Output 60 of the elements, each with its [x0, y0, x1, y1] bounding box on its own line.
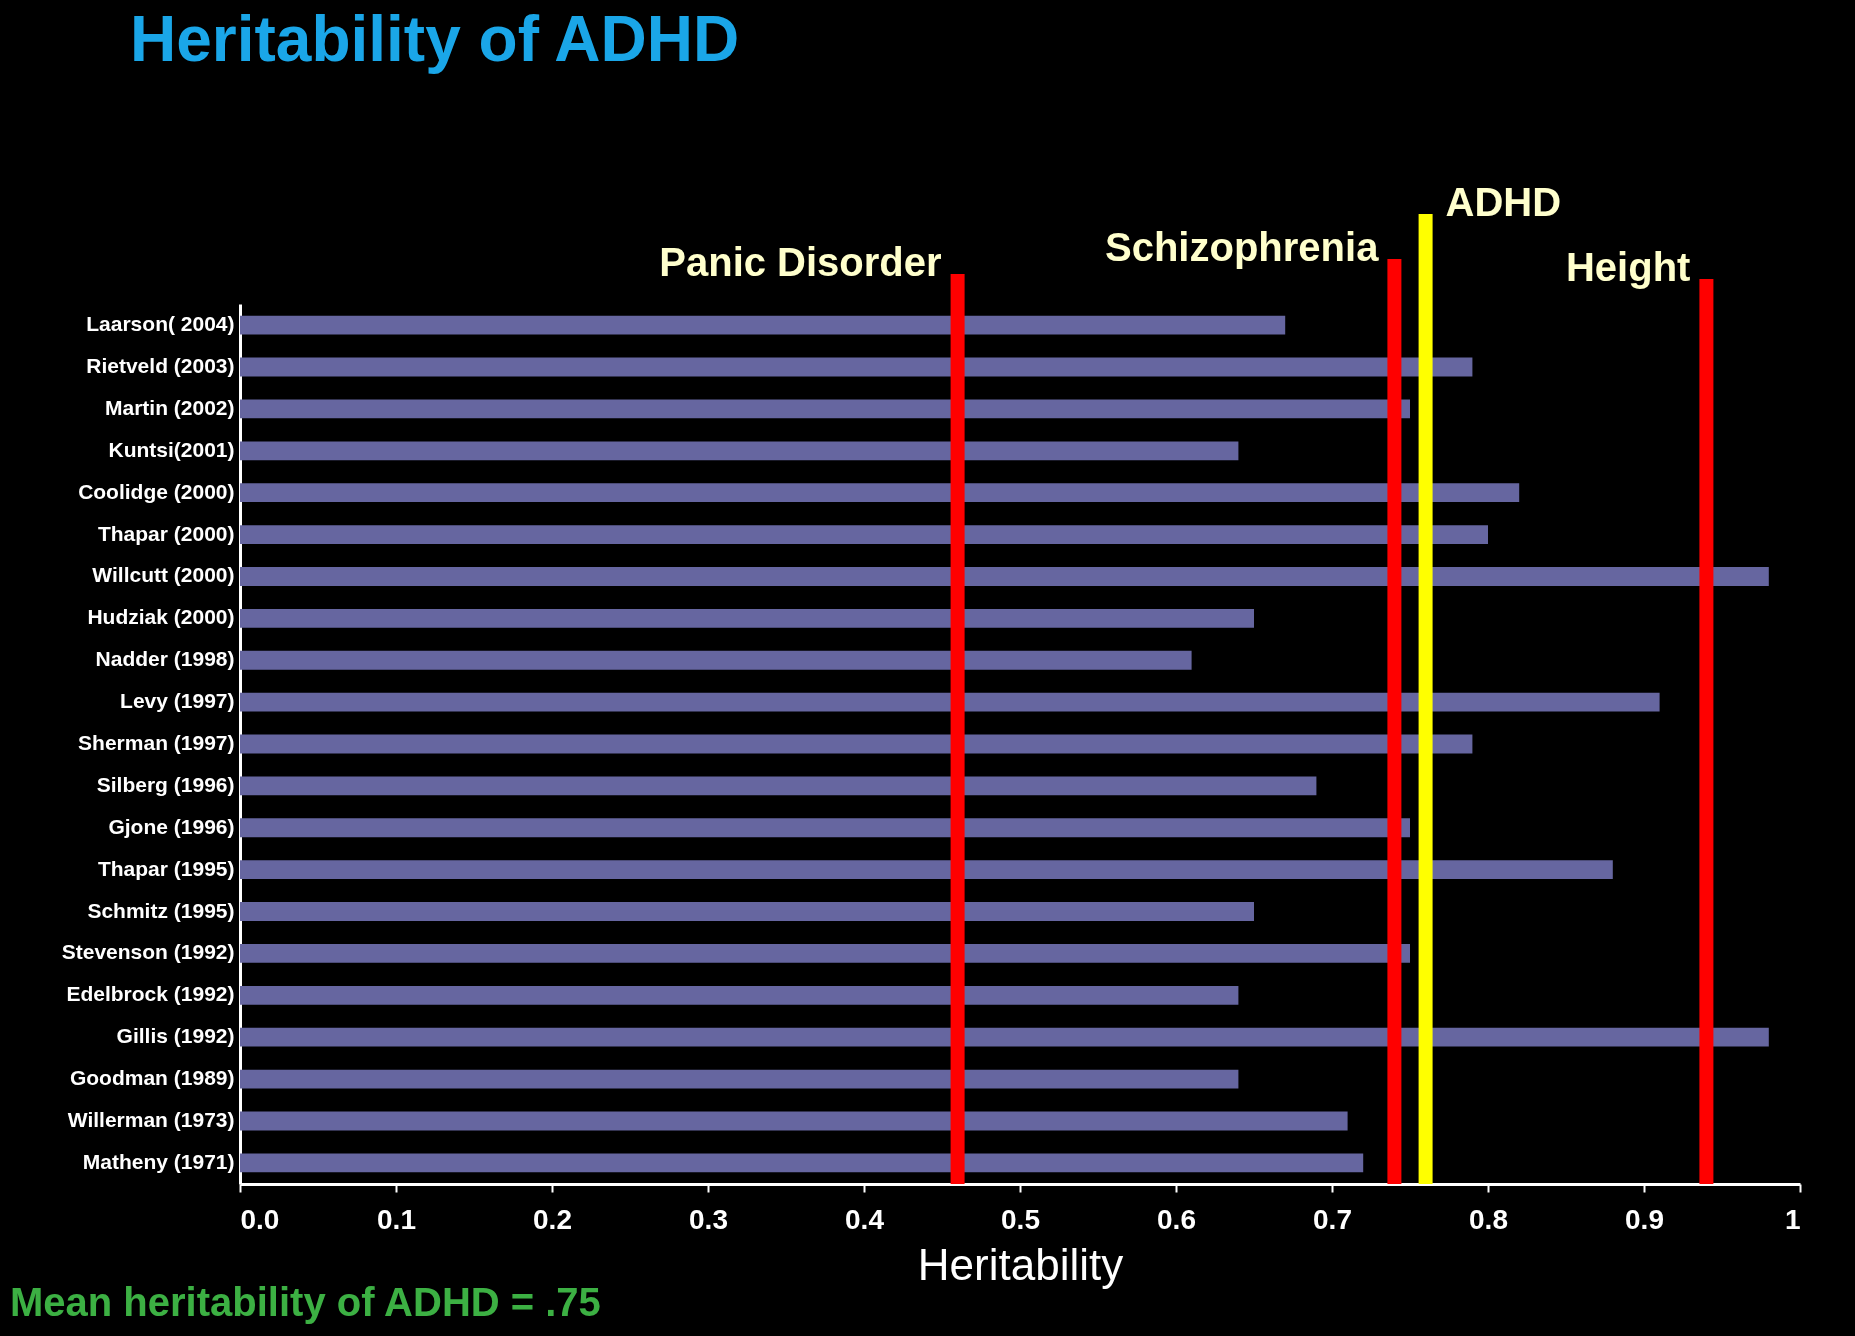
- ref-line-label: ADHD: [1445, 180, 1562, 224]
- ref-line-label: Height: [1565, 245, 1691, 289]
- bar: [240, 985, 1239, 1005]
- bar: [240, 1111, 1348, 1131]
- bar: [240, 818, 1410, 838]
- y-tick-label: Gillis (1992): [116, 1024, 235, 1048]
- bar: [240, 650, 1192, 670]
- x-tick-label: 0.1: [377, 1203, 416, 1235]
- bar: [240, 399, 1410, 419]
- y-tick-label: Silberg (1996): [96, 772, 235, 796]
- y-tick-label: Hudziak (2000): [87, 605, 235, 629]
- y-tick-label: Levy (1997): [120, 689, 235, 713]
- bar: [240, 944, 1410, 963]
- x-tick-label: 0.4: [845, 1203, 885, 1235]
- x-tick-label: 0.0: [240, 1203, 280, 1235]
- bar: [240, 315, 1286, 335]
- y-tick-label: Goodman (1989): [69, 1066, 235, 1090]
- y-tick-label: Martin (2002): [104, 395, 235, 419]
- chart-title: Heritability of ADHD: [130, 3, 740, 75]
- y-tick-label: Nadder (1998): [95, 647, 235, 671]
- x-tick-label: 1: [1784, 1203, 1801, 1235]
- bar: [240, 1069, 1239, 1089]
- ref-line-label: Schizophrenia: [1105, 225, 1380, 269]
- y-tick-label: Edelbrock (1992): [66, 982, 235, 1006]
- y-tick-label: Schmitz (1995): [87, 898, 235, 922]
- y-tick-label: Thapar (1995): [97, 856, 235, 880]
- bar: [240, 357, 1473, 377]
- y-tick-label: Stevenson (1992): [61, 940, 235, 964]
- x-tick-label: 0.6: [1157, 1203, 1196, 1235]
- bar: [240, 692, 1660, 712]
- y-tick-label: Sherman (1997): [78, 731, 235, 754]
- bar: [240, 525, 1488, 544]
- x-tick-label: 0.9: [1625, 1203, 1664, 1235]
- x-tick-label: 0.2: [533, 1203, 572, 1235]
- x-axis-title: Heritability: [917, 1239, 1124, 1289]
- y-tick-label: Kuntsi(2001): [108, 437, 235, 461]
- y-tick-label: Willerman (1973): [67, 1107, 235, 1131]
- y-tick-label: Matheny (1971): [82, 1149, 235, 1173]
- y-tick-label: Thapar (2000): [97, 521, 235, 545]
- x-tick-label: 0.5: [1001, 1203, 1040, 1235]
- x-tick-label: 0.7: [1313, 1203, 1352, 1235]
- bar: [240, 483, 1520, 503]
- text: Mean heritability of ADHD = .75: [10, 1280, 601, 1324]
- bar: [240, 902, 1254, 921]
- bar: [240, 441, 1239, 461]
- y-tick-label: Willcutt (2000): [92, 563, 235, 587]
- bar: [240, 1027, 1769, 1047]
- y-tick-label: Rietveld (2003): [86, 354, 235, 378]
- ref-line-label: Panic Disorder: [659, 240, 942, 284]
- x-tick-label: 0.8: [1469, 1203, 1508, 1235]
- bar: [240, 1153, 1364, 1173]
- y-tick-label: Gjone (1996): [108, 814, 235, 838]
- bar: [240, 734, 1473, 754]
- bar: [240, 860, 1613, 880]
- bar: [240, 567, 1769, 586]
- bar: [240, 776, 1317, 796]
- x-tick-label: 0.3: [689, 1203, 728, 1235]
- y-tick-label: Laarson( 2004): [86, 312, 235, 336]
- y-tick-label: Coolidge (2000): [78, 479, 235, 503]
- bar: [240, 608, 1254, 628]
